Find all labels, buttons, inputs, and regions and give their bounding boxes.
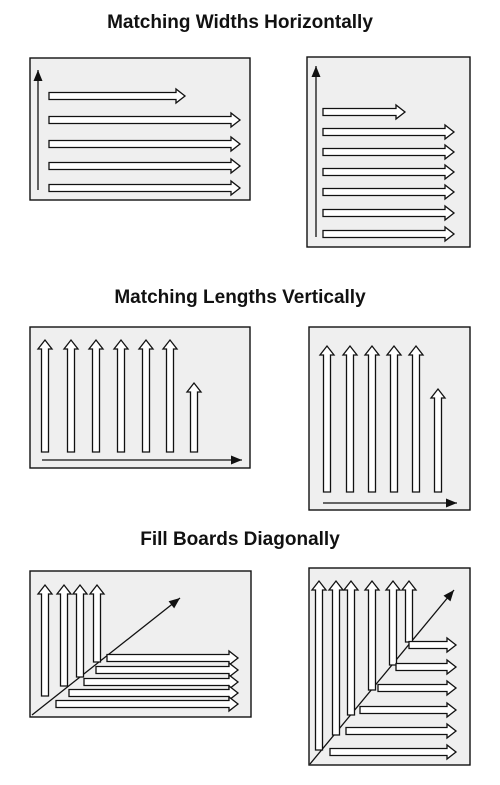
horizontal-board-arrow-4 [359,701,458,719]
board-arrow-3 [322,143,456,161]
horizontal-board-arrow-6 [329,743,458,761]
board-arrow-6 [429,387,447,493]
panel-diagonal-left [29,570,252,718]
horizontal-board-arrow-2 [95,661,240,679]
board-arrow-3 [87,338,105,453]
board-arrow-6 [161,338,179,453]
vertical-board-arrow-2 [55,583,73,687]
board-arrow-4 [48,157,242,175]
board-arrow-2 [341,344,359,493]
horizontal-board-arrow-5 [55,695,240,713]
board-arrow-1 [322,103,407,121]
direction-arrow-right-head [446,498,457,508]
heading-fill-boards-diagonally: Fill Boards Diagonally [140,529,340,550]
horizontal-board-arrow-3 [83,673,240,691]
vertical-board-arrow-1 [36,583,54,697]
board-arrow-4 [112,338,130,453]
board-arrow-5 [137,338,155,453]
board-arrow-2 [62,338,80,453]
vertical-board-arrow-2 [327,579,345,736]
board-arrow-1 [48,87,187,105]
direction-arrow-right-head [231,455,242,465]
board-arrow-5 [48,179,242,197]
board-arrow-2 [48,111,242,129]
board-arrow-7 [185,381,203,453]
panel-diagonal-right [308,567,471,766]
direction-arrow-up-head [311,66,321,77]
board-arrow-5 [322,183,456,201]
vertical-board-arrow-1 [310,579,328,751]
board-arrow-6 [322,204,456,222]
vertical-board-arrow-4 [363,579,381,691]
board-arrow-4 [385,344,403,493]
board-arrow-3 [363,344,381,493]
direction-arrow-diagonal-line [31,597,181,716]
horizontal-board-arrow-4 [68,684,240,702]
panel-vertical-left-frame [29,326,251,469]
board-arrow-1 [36,338,54,453]
direction-arrow-diagonal-head [168,598,180,609]
horizontal-board-arrow-3 [377,679,458,697]
vertical-board-arrow-5 [384,579,402,666]
horizontal-board-arrow-2 [395,658,458,676]
horizontal-board-arrow-1 [106,649,240,667]
panel-vertical-left [29,326,251,469]
board-arrow-4 [322,163,456,181]
vertical-board-arrow-4 [88,583,106,663]
panel-horizontal-left [29,57,251,201]
board-arrow-2 [322,123,456,141]
heading-matching-lengths-vertically: Matching Lengths Vertically [114,287,366,308]
panel-vertical-right [308,326,471,511]
panel-horizontal-left-frame [29,57,251,201]
vertical-board-arrow-3 [71,583,89,678]
heading-matching-widths-horizontally: Matching Widths Horizontally [107,12,373,33]
board-arrow-1 [318,344,336,493]
board-arrow-5 [407,344,425,493]
direction-arrow-up-head [33,70,43,81]
direction-arrow-diagonal-head [443,590,454,602]
vertical-board-arrow-3 [342,579,360,716]
panel-vertical-right-frame [308,326,471,511]
vertical-board-arrow-6 [400,579,418,643]
board-arrow-3 [48,135,242,153]
board-arrow-7 [322,225,456,243]
panel-horizontal-right [306,56,471,248]
horizontal-board-arrow-1 [408,636,458,654]
horizontal-board-arrow-5 [345,722,458,740]
